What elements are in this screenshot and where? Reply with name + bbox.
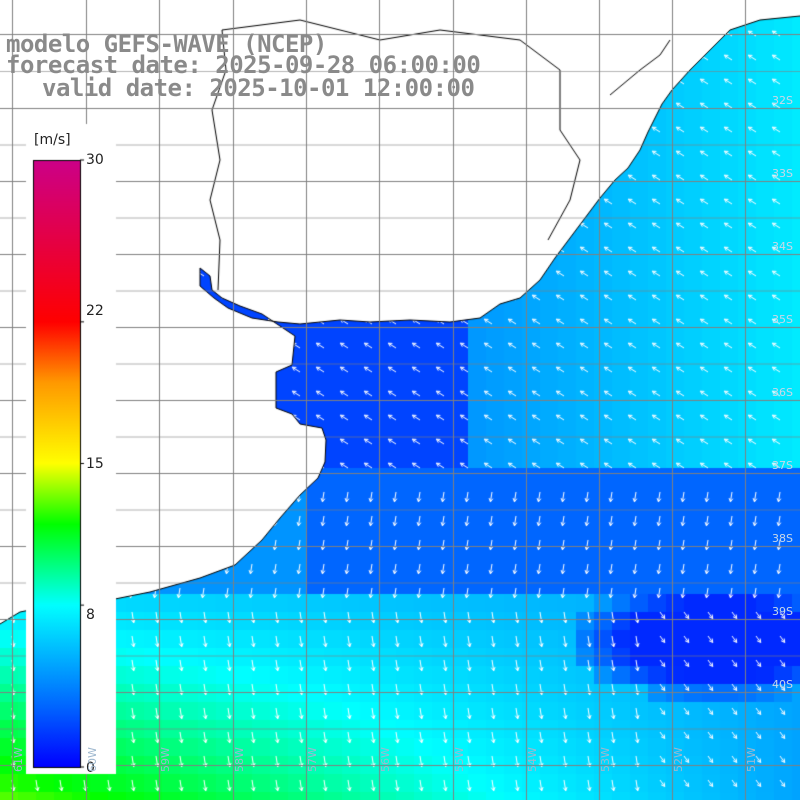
lat-label-40s: 40S — [772, 678, 793, 691]
lon-label-59w: 59W — [159, 747, 172, 772]
colorbar-tick-15: 15 — [86, 456, 104, 472]
valid-date: valid date: 2025-10-01 12:00:00 — [42, 74, 475, 102]
lat-label-32s: 32S — [772, 94, 793, 107]
colorbar-tick-30: 30 — [86, 152, 104, 168]
lat-label-35s: 35S — [772, 313, 793, 326]
lat-label-34s: 34S — [772, 240, 793, 253]
lon-label-61w: 61W — [12, 747, 25, 772]
lat-label-36s: 36S — [772, 386, 793, 399]
model-title: modelo GEFS-WAVE (NCEP) — [6, 30, 327, 58]
lon-label-51w: 51W — [745, 747, 758, 772]
colorbar-tick-0: 0 — [86, 760, 95, 776]
lon-label-60w: 60W — [86, 747, 99, 772]
colorbar-tick-8: 8 — [86, 607, 95, 623]
lon-label-53w: 53W — [599, 747, 612, 772]
forecast-date: forecast date: 2025-09-28 06:00:00 — [6, 51, 481, 79]
colorbar-tick-22: 22 — [86, 303, 104, 319]
lon-label-57w: 57W — [306, 747, 319, 772]
lat-label-33s: 33S — [772, 167, 793, 180]
lon-label-52w: 52W — [672, 747, 685, 772]
lon-label-54w: 54W — [526, 747, 539, 772]
lon-label-58w: 58W — [233, 747, 246, 772]
lat-label-38s: 38S — [772, 532, 793, 545]
lon-label-56w: 56W — [379, 747, 392, 772]
colorbar-unit: [m/s] — [34, 132, 71, 148]
lon-label-55w: 55W — [453, 747, 466, 772]
lat-label-37s: 37S — [772, 459, 793, 472]
lat-label-39s: 39S — [772, 605, 793, 618]
